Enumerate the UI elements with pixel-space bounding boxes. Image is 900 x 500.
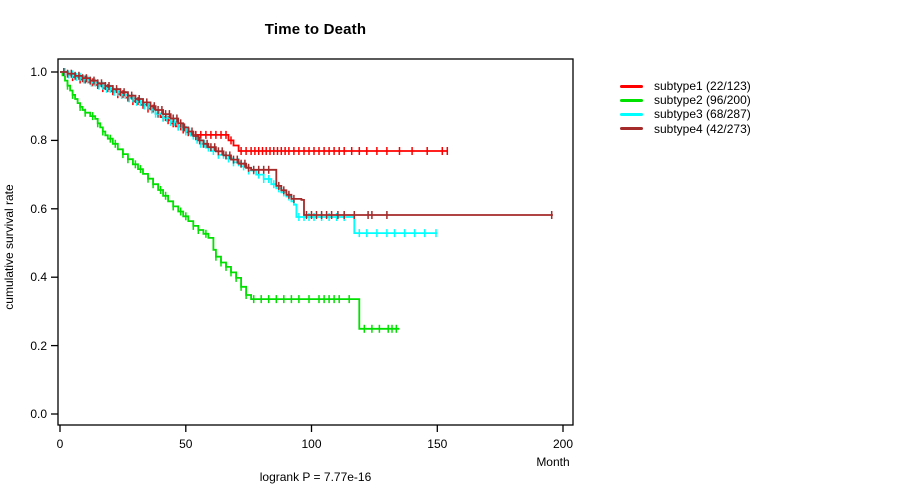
legend-swatch (620, 84, 643, 88)
x-tick-label: 0 (56, 437, 64, 451)
legend-swatch (620, 112, 643, 116)
survival-curve-subtype2 (60, 71, 400, 330)
x-tick-label: 150 (427, 437, 448, 451)
legend-label: subtype3 (68/287) (654, 107, 751, 122)
logrank-annotation: logrank P = 7.77e-16 (259, 470, 372, 484)
y-tick-label: 0.0 (30, 407, 47, 421)
legend-label: subtype1 (22/123) (654, 79, 751, 94)
legend-label: subtype4 (42/273) (654, 121, 751, 136)
plot-box (57, 58, 574, 426)
legend-swatch (620, 98, 643, 102)
y-tick-label: 0.6 (30, 201, 47, 216)
survival-curve-subtype4 (60, 71, 553, 216)
x-axis-label: Month (536, 455, 570, 469)
legend-item-subtype4: subtype4 (42/273) (620, 122, 751, 136)
legend-label: subtype2 (96/200) (654, 93, 751, 108)
legend-item-subtype3: subtype3 (68/287) (620, 107, 751, 121)
x-tick-label: 100 (301, 437, 322, 451)
legend-item-subtype2: subtype2 (96/200) (620, 93, 751, 107)
x-tick-label: 200 (552, 437, 574, 451)
y-tick-label: 0.8 (30, 133, 47, 148)
censor-ticks-subtype2 (66, 81, 398, 333)
x-tick-label: 50 (179, 437, 193, 451)
y-tick-label: 0.4 (30, 270, 47, 285)
legend-item-subtype1: subtype1 (22/123) (620, 79, 751, 93)
y-axis-label: cumulative survival rate (2, 184, 16, 310)
censor-ticks-subtype4 (63, 68, 553, 219)
survival-curve-subtype1 (60, 71, 448, 152)
legend: subtype1 (22/123) subtype2 (96/200) subtyp… (620, 79, 751, 136)
y-tick-label: 1.0 (30, 65, 47, 79)
y-tick-label: 0.2 (30, 338, 47, 353)
legend-swatch (620, 127, 643, 131)
chart-title: Time to Death (264, 21, 367, 38)
survival-curve-subtype3 (60, 71, 438, 234)
censor-ticks-subtype1 (71, 73, 449, 155)
